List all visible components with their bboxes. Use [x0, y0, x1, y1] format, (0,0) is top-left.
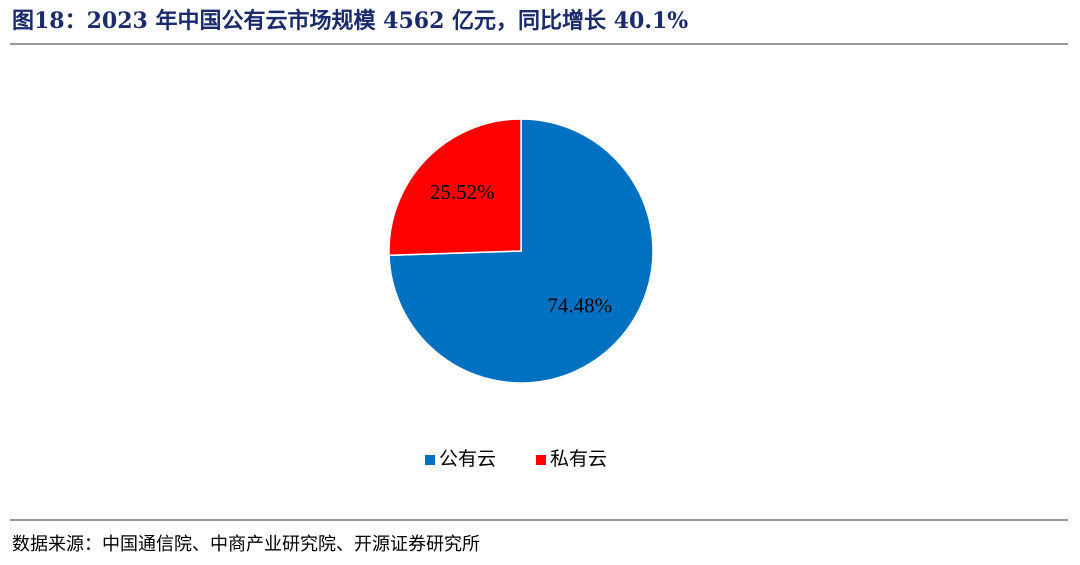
pie-slice — [388, 118, 522, 257]
legend-label: 公有云 — [439, 448, 496, 470]
chart-title: 图18：2023 年中国公有云市场规模 4562 亿元，同比增长 40.1% — [12, 8, 688, 34]
legend-swatch — [425, 455, 435, 465]
source-note: 数据来源：中国通信院、中商产业研究院、开源证券研究所 — [12, 534, 480, 555]
legend-swatch — [536, 455, 546, 465]
data-label: 25.52% — [430, 180, 495, 204]
data-label: 74.48% — [547, 294, 612, 318]
legend-label: 私有云 — [550, 448, 607, 470]
